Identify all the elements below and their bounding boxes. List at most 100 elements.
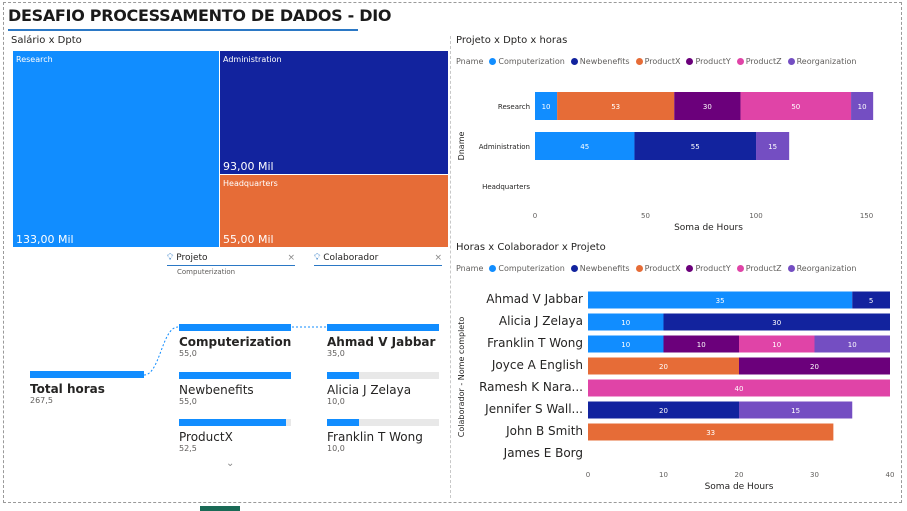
close-icon[interactable]: × <box>434 253 442 263</box>
legend-item[interactable]: Computerization <box>489 264 565 273</box>
treemap-cell-headquarters[interactable]: Headquarters 55,00 Mil <box>220 175 448 247</box>
chart1-legend: Pname Computerization Newbenefits Produc… <box>456 57 862 66</box>
decomp-level1-node[interactable]: Newbenefits 55,0 <box>179 372 291 406</box>
chevron-down-icon[interactable]: ⌄ <box>226 458 235 469</box>
bar-segment[interactable] <box>739 335 815 353</box>
decomp-node-name: Ahmad V Jabbar <box>327 335 436 349</box>
legend-label: Computerization <box>498 264 565 273</box>
data-label: 40 <box>735 385 744 393</box>
bar-segment[interactable] <box>674 92 741 120</box>
category-label: Research <box>498 103 530 111</box>
chart1-title: Projeto x Dpto x horas <box>456 35 568 46</box>
legend-item[interactable]: Newbenefits <box>570 264 630 273</box>
data-label: 55 <box>691 143 700 151</box>
category-label: Joyce A English <box>491 358 583 372</box>
legend-label: Reorganization <box>796 57 857 66</box>
legend-item[interactable]: ProductZ <box>736 264 782 273</box>
x-tick-label: 10 <box>659 471 668 479</box>
legend-item[interactable]: ProductX <box>635 264 681 273</box>
legend-label: ProductZ <box>745 264 782 273</box>
bar-segment[interactable] <box>739 401 853 419</box>
chart2-plot[interactable]: Ahmad V Jabbar 35 5 Alicia J Zelaya 10 30 Fran… <box>454 285 899 500</box>
close-icon[interactable]: × <box>287 253 295 263</box>
data-label: 33 <box>706 429 715 437</box>
data-label: 30 <box>772 319 781 327</box>
legend-item[interactable]: Reorganization <box>787 57 857 66</box>
chart1-plot[interactable]: Research 10 53 30 50 10 Administration 45 55 15 He… <box>454 80 899 240</box>
decomp-level2-node[interactable]: Alicia J Zelaya 10,0 <box>327 372 439 406</box>
decomp-level2-node[interactable]: Ahmad V Jabbar 35,0 <box>327 324 439 358</box>
legend-dot <box>570 265 578 272</box>
bar-segment[interactable] <box>852 291 890 309</box>
data-label: 45 <box>580 143 589 151</box>
decomp-node-value: 55,0 <box>179 397 197 406</box>
bar-segment[interactable] <box>557 92 675 120</box>
decomp-node-value: 55,0 <box>179 349 197 358</box>
decomp-level1-node[interactable]: Computerization 55,0 <box>179 324 291 358</box>
lightbulb-icon: 💡︎ <box>314 253 321 263</box>
category-label: James E Borg <box>503 446 583 460</box>
legend-item[interactable]: Reorganization <box>787 264 856 273</box>
bar-segment[interactable] <box>588 313 664 331</box>
decomp-level1-header[interactable]: 💡︎ Projeto × Computerization <box>167 253 295 276</box>
decomp-level1-node[interactable]: ProductX 52,5 <box>179 419 291 453</box>
decomp-node-name: Franklin T Wong <box>327 430 423 444</box>
treemap-cell-label: Research <box>16 55 53 64</box>
decomp-root-node[interactable]: Total horas 267,5 <box>30 371 144 405</box>
decomp-bar <box>179 372 291 379</box>
x-tick-label: 50 <box>641 212 650 220</box>
legend-item[interactable]: ProductY <box>686 57 731 66</box>
bar-segment[interactable] <box>739 357 890 375</box>
chart2-legend: Pname Computerization Newbenefits Produc… <box>456 264 862 273</box>
section-divider <box>450 36 451 498</box>
treemap-cell-label: Headquarters <box>223 179 278 188</box>
category-label: Ramesh K Nara... <box>479 380 583 394</box>
decomp-node-value: 35,0 <box>327 349 345 358</box>
bar-segment[interactable] <box>535 92 558 120</box>
legend-item[interactable]: Computerization <box>489 57 565 66</box>
legend-item[interactable]: ProductZ <box>736 57 782 66</box>
x-tick-label: 0 <box>533 212 537 220</box>
x-tick-label: 20 <box>735 471 744 479</box>
treemap-cell-research[interactable]: Research 133,00 Mil <box>13 51 219 247</box>
legend-item[interactable]: Newbenefits <box>570 57 630 66</box>
legend-title: Pname <box>456 264 484 273</box>
data-label: 15 <box>791 407 800 415</box>
decomp-level2-node[interactable]: Franklin T Wong 10,0 <box>327 419 439 453</box>
decomp-bar <box>327 419 439 426</box>
category-label: Administration <box>479 143 530 151</box>
bar-segment[interactable] <box>851 92 874 120</box>
bar-segment[interactable] <box>588 379 890 397</box>
treemap-cell-administration[interactable]: Administration 93,00 Mil <box>220 51 448 174</box>
bar-segment[interactable] <box>634 132 757 160</box>
data-label: 30 <box>703 103 712 111</box>
data-label: 53 <box>611 103 620 111</box>
category-label: Jennifer S Wall... <box>484 402 583 416</box>
legend-item[interactable]: ProductY <box>686 264 731 273</box>
bar-segment[interactable] <box>588 291 853 309</box>
bar-segment[interactable] <box>535 132 635 160</box>
decomp-node-name: Total horas <box>30 382 105 396</box>
bar-segment[interactable] <box>663 313 891 331</box>
bar-segment[interactable] <box>588 423 834 441</box>
bar-segment[interactable] <box>588 401 739 419</box>
legend-dot <box>635 265 643 272</box>
legend-label: ProductY <box>695 264 731 273</box>
report-title: DESAFIO PROCESSAMENTO DE DADOS - DIO <box>8 6 392 25</box>
bar-segment[interactable] <box>663 335 740 353</box>
legend-item[interactable]: ProductX <box>635 57 680 66</box>
data-label: 10 <box>697 341 706 349</box>
x-tick-label: 0 <box>586 471 590 479</box>
bar-segment[interactable] <box>588 357 739 375</box>
bar-segment[interactable] <box>740 92 852 120</box>
legend-label: ProductZ <box>745 57 782 66</box>
bar-segment[interactable] <box>814 335 891 353</box>
legend-label: ProductX <box>644 264 681 273</box>
page-tab-indicator[interactable] <box>200 506 240 511</box>
bar-segment[interactable] <box>756 132 790 160</box>
bar-segment[interactable] <box>588 335 664 353</box>
legend-dot <box>686 58 694 65</box>
data-label: 10 <box>621 341 630 349</box>
decomp-level2-header[interactable]: 💡︎ Colaborador × <box>314 253 442 266</box>
